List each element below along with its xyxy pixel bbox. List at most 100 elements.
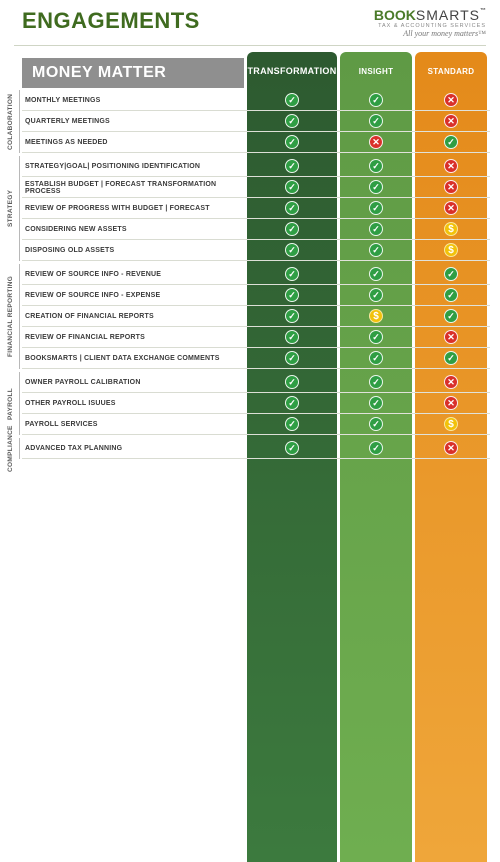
check-icon (285, 267, 299, 281)
row-label: CONSIDERING NEW ASSETS (25, 219, 243, 240)
cell (247, 219, 337, 240)
check-icon (369, 267, 383, 281)
cell (247, 393, 337, 414)
logo-tm: ™ (480, 8, 486, 14)
table-row: REVIEW OF FINANCIAL REPORTS (22, 327, 490, 348)
table-body: MONTHLY MEETINGSQUARTERLY MEETINGSMEETIN… (22, 90, 490, 462)
check-icon (285, 417, 299, 431)
cell (415, 285, 487, 306)
cell (340, 219, 412, 240)
comparison-table: MONEY MATTER TRANSFORMATION INSIGHT STAN… (22, 52, 490, 462)
table-row: CREATION OF FINANCIAL REPORTS (22, 306, 490, 327)
header-divider (14, 45, 486, 46)
row-label: REVIEW OF PROGRESS WITH BUDGET | FORECAS… (25, 198, 243, 219)
cell (340, 156, 412, 177)
check-icon (369, 288, 383, 302)
row-label: DISPOSING OLD ASSETS (25, 240, 243, 261)
cell (415, 219, 487, 240)
check-icon (285, 441, 299, 455)
cell (415, 327, 487, 348)
cell (247, 264, 337, 285)
cross-icon (444, 201, 458, 215)
cross-icon (444, 159, 458, 173)
cell (415, 264, 487, 285)
table-row: MEETINGS AS NEEDED (22, 132, 490, 153)
check-icon (444, 288, 458, 302)
cell (340, 111, 412, 132)
check-icon (369, 201, 383, 215)
cell (415, 438, 487, 459)
row-label: REVIEW OF SOURCE INFO - EXPENSE (25, 285, 243, 306)
check-icon (369, 93, 383, 107)
cell (340, 372, 412, 393)
cell (340, 285, 412, 306)
cell (247, 132, 337, 153)
row-label: OWNER PAYROLL CALIBRATION (25, 372, 243, 393)
row-label: ADVANCED TAX PLANNING (25, 438, 243, 459)
dollar-icon (444, 222, 458, 236)
cell (340, 264, 412, 285)
table-row: REVIEW OF PROGRESS WITH BUDGET | FORECAS… (22, 198, 490, 219)
check-icon (285, 243, 299, 257)
check-icon (369, 180, 383, 194)
cell (247, 177, 337, 198)
header: ENGAGEMENTS BOOKSMARTS™ TAX & ACCOUNTING… (0, 0, 500, 43)
cell (340, 438, 412, 459)
section-label: FINANCIAL REPORTING (2, 264, 20, 369)
row-label: BOOKSMARTS | CLIENT DATA EXCHANGE COMMEN… (25, 348, 243, 369)
cross-icon (444, 114, 458, 128)
table-row: MONTHLY MEETINGS (22, 90, 490, 111)
check-icon (369, 417, 383, 431)
check-icon (369, 351, 383, 365)
check-icon (285, 159, 299, 173)
cell (340, 327, 412, 348)
table-row: OWNER PAYROLL CALIBRATION (22, 372, 490, 393)
table-row: ADVANCED TAX PLANNING (22, 438, 490, 459)
cell (247, 240, 337, 261)
row-label: QUARTERLY MEETINGS (25, 111, 243, 132)
cell (340, 132, 412, 153)
check-icon (369, 330, 383, 344)
logo-tagline: All your money matters™ (374, 30, 486, 39)
dollar-icon (444, 243, 458, 257)
row-label: STRATEGY|GOAL| POSITIONING IDENTIFICATIO… (25, 156, 243, 177)
logo-book: BOOK (374, 7, 416, 23)
cell (247, 198, 337, 219)
cross-icon (444, 93, 458, 107)
column-header-standard: STANDARD (415, 52, 487, 90)
cell (247, 348, 337, 369)
cell (415, 414, 487, 435)
table-row: STRATEGY|GOAL| POSITIONING IDENTIFICATIO… (22, 156, 490, 177)
cross-icon (444, 441, 458, 455)
cell (415, 111, 487, 132)
check-icon (285, 135, 299, 149)
cell (415, 90, 487, 111)
row-label: OTHER PAYROLL ISUUES (25, 393, 243, 414)
cell (247, 285, 337, 306)
check-icon (285, 330, 299, 344)
table-header-row: MONEY MATTER TRANSFORMATION INSIGHT STAN… (22, 52, 490, 90)
table-row: DISPOSING OLD ASSETS (22, 240, 490, 261)
cell (415, 177, 487, 198)
table-row: QUARTERLY MEETINGS (22, 111, 490, 132)
check-icon (369, 159, 383, 173)
table-row: CONSIDERING NEW ASSETS (22, 219, 490, 240)
cell (415, 393, 487, 414)
cell (340, 240, 412, 261)
check-icon (369, 243, 383, 257)
cell (247, 111, 337, 132)
cell (247, 306, 337, 327)
dollar-icon (369, 309, 383, 323)
cell (415, 348, 487, 369)
brand-logo: BOOKSMARTS™ TAX & ACCOUNTING SERVICES Al… (374, 8, 486, 39)
table-row: PAYROLL SERVICES (22, 414, 490, 435)
check-icon (369, 114, 383, 128)
row-header-title: MONEY MATTER (22, 58, 244, 88)
row-label: MONTHLY MEETINGS (25, 90, 243, 111)
check-icon (285, 180, 299, 194)
row-label: CREATION OF FINANCIAL REPORTS (25, 306, 243, 327)
check-icon (285, 114, 299, 128)
check-icon (444, 267, 458, 281)
cell (247, 372, 337, 393)
cell (340, 393, 412, 414)
